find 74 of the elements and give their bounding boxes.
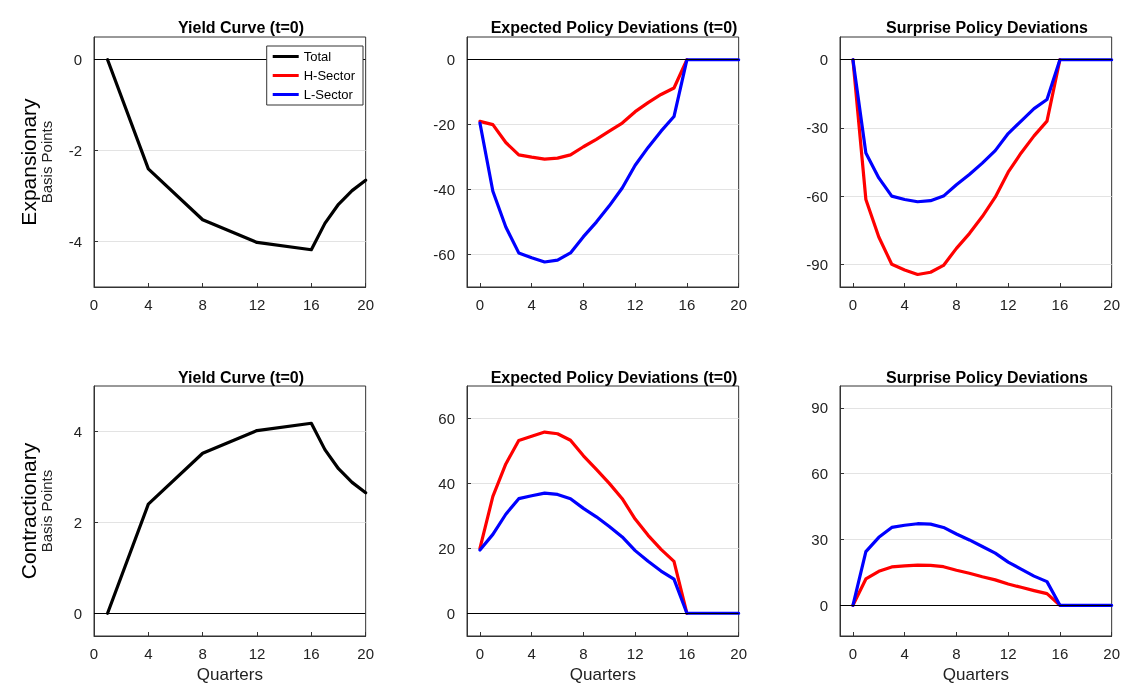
x-tick-label: 0 xyxy=(848,645,858,662)
x-tick-label: 4 xyxy=(900,296,909,313)
x-tick-label: 12 xyxy=(626,296,644,313)
x-tick-label: 0 xyxy=(89,296,99,313)
x-tick-label: 12 xyxy=(248,645,266,662)
x-tick-label: 0 xyxy=(848,296,858,313)
y-tick-label: 0 xyxy=(446,604,455,622)
x-tick-label: 20 xyxy=(1103,296,1120,313)
legend-label: L-Sector xyxy=(303,87,354,102)
x-tick-label: 8 xyxy=(952,645,961,662)
line-series xyxy=(851,58,1062,277)
y-tick-label: -4 xyxy=(68,233,82,251)
x-tick-label: 8 xyxy=(952,296,961,313)
x-tick-label: 16 xyxy=(1051,645,1069,662)
x-tick-label: 20 xyxy=(730,645,747,662)
chart-title: Yield Curve (t=0) xyxy=(177,18,305,36)
y-tick-label: -60 xyxy=(806,187,828,205)
x-tick-label: 16 xyxy=(678,645,696,662)
chart-title: Yield Curve (t=0) xyxy=(177,368,305,386)
x-tick-label: 16 xyxy=(1051,296,1069,313)
x-tick-label: 0 xyxy=(89,645,99,662)
y-tick-label: 0 xyxy=(446,51,455,69)
y-tick-label: -30 xyxy=(806,119,828,137)
y-tick-label: 0 xyxy=(73,604,82,622)
x-tick-label: 0 xyxy=(475,296,485,313)
y-tick-label: 2 xyxy=(73,513,82,531)
x-tick-label: 16 xyxy=(302,296,320,313)
x-tick-label: 12 xyxy=(999,645,1017,662)
x-tick-label: 8 xyxy=(579,296,588,313)
y-tick-label: 20 xyxy=(438,539,455,557)
y-tick-label: 4 xyxy=(73,422,82,440)
x-tick-label: 20 xyxy=(357,645,374,662)
y-axis-title: Basis Points xyxy=(38,469,55,553)
x-tick-label: 12 xyxy=(999,296,1017,313)
y-tick-label: -2 xyxy=(68,142,82,160)
x-tick-label: 0 xyxy=(475,645,485,662)
chart-title: Surprise Policy Deviations xyxy=(886,368,1089,386)
y-tick-label: 30 xyxy=(811,531,828,549)
y-tick-label: -20 xyxy=(433,116,455,134)
chart-title: Surprise Policy Deviations xyxy=(886,18,1089,36)
x-tick-label: 12 xyxy=(248,296,266,313)
y-tick-label: 60 xyxy=(438,409,455,427)
x-tick-label: 8 xyxy=(579,645,588,662)
x-tick-label: 20 xyxy=(357,296,374,313)
text: Contractionary xyxy=(16,442,40,580)
x-tick-label: 8 xyxy=(198,296,207,313)
y-tick-label: -60 xyxy=(433,246,455,264)
y-tick-label: 0 xyxy=(73,51,82,69)
legend-label: Total xyxy=(303,49,332,64)
x-tick-label: 4 xyxy=(144,645,153,662)
x-tick-label: 20 xyxy=(1103,645,1120,662)
y-tick-label: 0 xyxy=(819,596,828,614)
chart-title: Expected Policy Deviations (t=0) xyxy=(490,368,738,386)
x-tick-label: 20 xyxy=(730,296,747,313)
x-tick-label: 16 xyxy=(678,296,696,313)
x-tick-label: 4 xyxy=(144,296,153,313)
x-tick-label: 4 xyxy=(527,296,536,313)
x-axis-title: Quarters xyxy=(569,665,636,684)
x-tick-label: 8 xyxy=(198,645,207,662)
y-tick-label: 90 xyxy=(811,399,828,417)
chart-title: Expected Policy Deviations (t=0) xyxy=(490,18,738,36)
x-tick-label: 16 xyxy=(302,645,320,662)
x-axis-title: Quarters xyxy=(942,665,1009,684)
y-tick-label: 0 xyxy=(819,51,828,69)
x-axis-title: Quarters xyxy=(196,665,263,684)
legend-label: H-Sector xyxy=(303,68,356,83)
x-tick-label: 4 xyxy=(527,645,536,662)
y-tick-label: -40 xyxy=(433,181,455,199)
y-tick-label: -90 xyxy=(806,255,828,273)
text: Expansionary xyxy=(16,97,40,226)
y-tick-label: 60 xyxy=(811,465,828,483)
y-tick-label: 40 xyxy=(438,474,455,492)
x-tick-label: 12 xyxy=(626,645,644,662)
x-tick-label: 4 xyxy=(900,645,909,662)
